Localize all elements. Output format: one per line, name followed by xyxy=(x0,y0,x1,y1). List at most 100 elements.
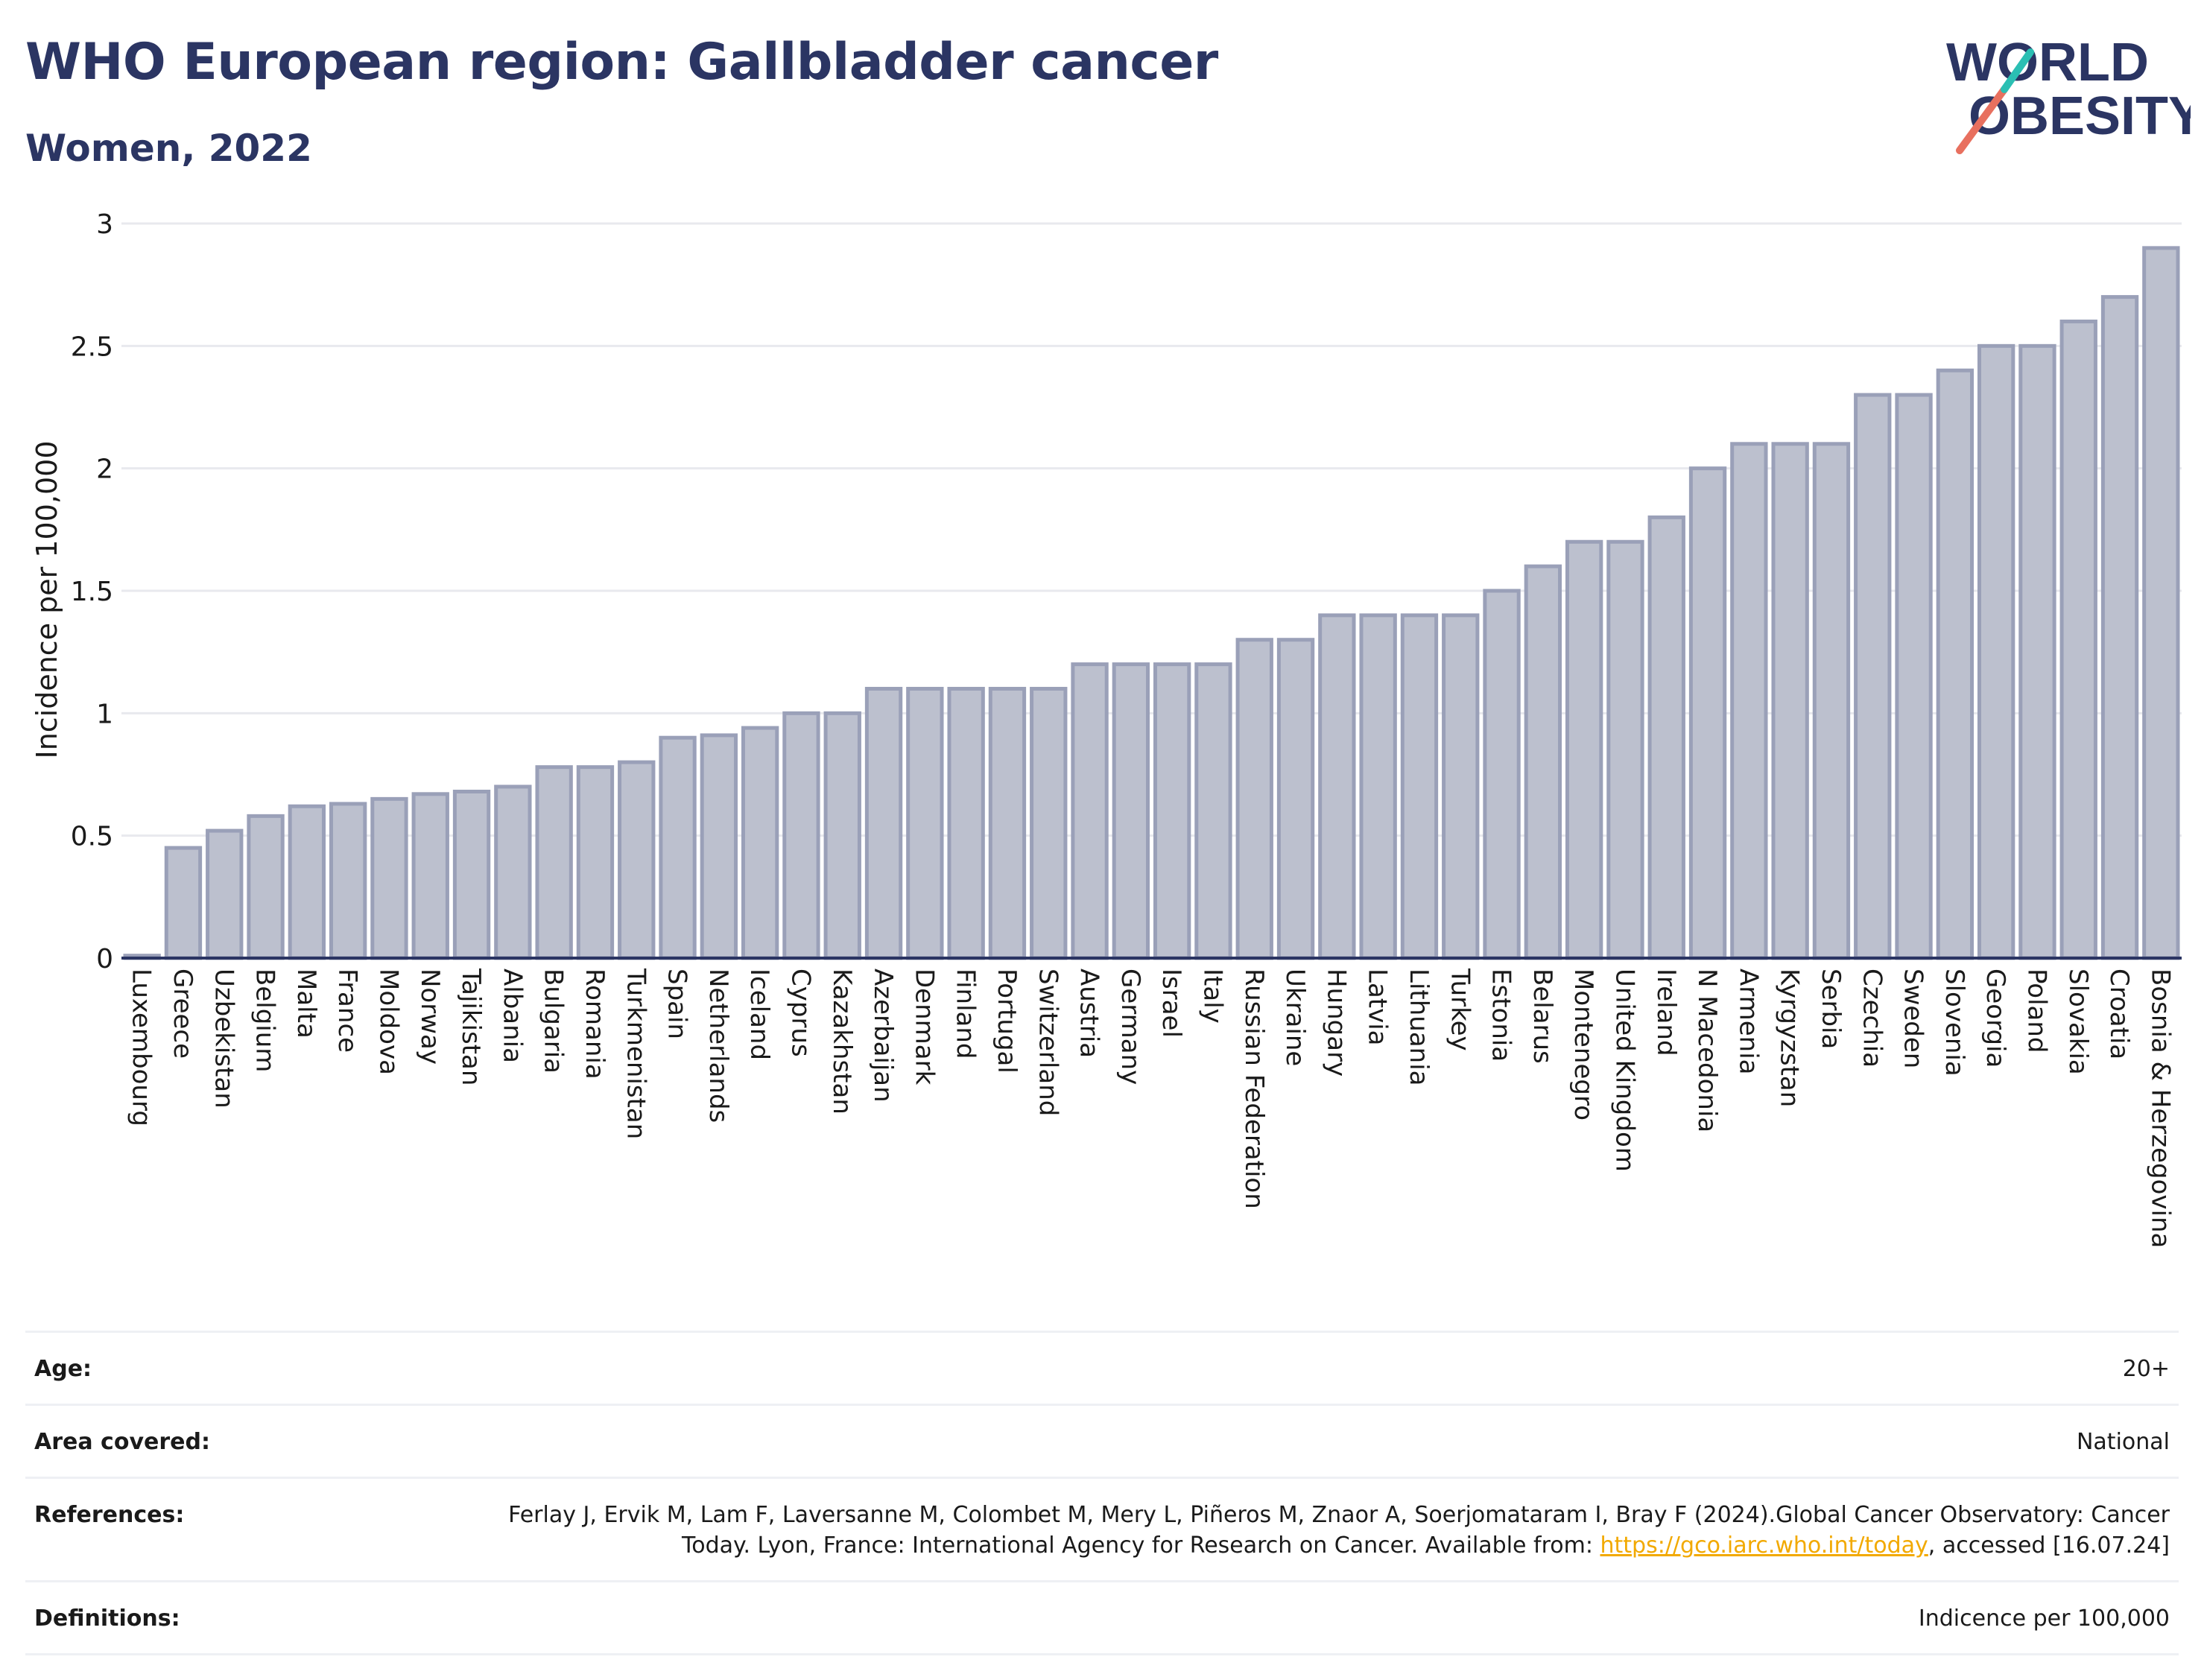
age-value: 20+ xyxy=(2122,1356,2170,1382)
x-tick-label: Austria xyxy=(1074,969,1104,1058)
x-tick-label: Albania xyxy=(497,969,527,1063)
x-axis-ticks: Luxembourg Greece Uzbekistan Belgium Malta Fr… xyxy=(127,968,2176,1248)
bar xyxy=(1400,613,1439,960)
y-tick-label: 1.5 xyxy=(71,577,113,607)
references-label: References: xyxy=(34,1502,185,1528)
info-table: Age: 20+ Area covered: National Referenc… xyxy=(25,1331,2179,1655)
bar xyxy=(1276,638,1315,960)
bar xyxy=(947,686,985,960)
bar xyxy=(1936,368,1975,960)
x-tick-label: Georgia xyxy=(1980,969,2010,1068)
x-tick-label: Portugal xyxy=(992,969,1022,1074)
x-tick-label: Slovenia xyxy=(1939,969,1969,1077)
info-row-references: References: Ferlay J, Ervik M, Lam F, La… xyxy=(25,1479,2179,1582)
x-tick-label: Netherlands xyxy=(703,969,733,1123)
x-tick-label: Bosnia & Herzegovina xyxy=(2145,969,2175,1248)
bar xyxy=(2100,295,2139,960)
x-tick-label: Russian Federation xyxy=(1239,969,1269,1209)
bar xyxy=(1442,613,1480,960)
bar xyxy=(2018,343,2056,960)
bar xyxy=(988,686,1027,960)
bar xyxy=(2059,319,2097,960)
x-tick-label: Greece xyxy=(168,969,197,1059)
bar xyxy=(576,765,615,960)
x-tick-label: Estonia xyxy=(1486,969,1516,1062)
x-tick-label: Belgium xyxy=(250,969,280,1072)
bar xyxy=(1194,662,1232,960)
definitions-value: Indicence per 100,000 xyxy=(1918,1605,2170,1632)
bar xyxy=(864,686,903,960)
x-tick-label: Czechia xyxy=(1857,969,1887,1068)
bar xyxy=(1647,515,1685,960)
bar xyxy=(1235,638,1273,960)
bar xyxy=(1359,613,1397,960)
logo-line-obesity: OBESITY xyxy=(1969,86,2191,146)
x-tick-label: Kyrgyzstan xyxy=(1775,969,1805,1107)
x-tick-label: Tajikistan xyxy=(456,968,486,1085)
y-tick-label: 0 xyxy=(96,944,113,974)
references-value: Ferlay J, Ervik M, Lam F, Laversanne M, … xyxy=(34,1500,2170,1561)
x-tick-label: Armenia xyxy=(1733,969,1763,1075)
bar xyxy=(741,726,779,960)
bar xyxy=(329,802,367,960)
x-tick-label: Moldova xyxy=(373,969,403,1075)
x-tick-label: Luxembourg xyxy=(127,969,156,1126)
x-tick-label: Hungary xyxy=(1321,969,1351,1077)
x-tick-label: Iceland xyxy=(744,969,774,1060)
bar xyxy=(370,796,408,960)
area-label: Area covered: xyxy=(34,1429,210,1455)
bar xyxy=(206,828,244,960)
x-tick-label: Cyprus xyxy=(785,969,815,1057)
x-tick-label: Bulgaria xyxy=(539,969,569,1074)
y-tick-label: 2 xyxy=(96,454,113,485)
x-tick-label: Germany xyxy=(1115,969,1145,1085)
y-axis-label: Incidence per 100,000 xyxy=(31,440,63,758)
bar xyxy=(164,846,203,960)
x-tick-label: Turkey xyxy=(1445,968,1475,1051)
bar xyxy=(1895,393,1933,960)
references-link[interactable]: https://gco.iarc.who.int/today xyxy=(1600,1532,1928,1559)
y-tick-label: 3 xyxy=(96,209,113,240)
bar xyxy=(618,760,656,960)
bar xyxy=(1812,442,1851,960)
x-tick-label: N Macedonia xyxy=(1692,969,1722,1132)
bar xyxy=(700,733,738,960)
definitions-label: Definitions: xyxy=(34,1605,180,1632)
bar xyxy=(1483,589,1521,960)
bar xyxy=(1318,613,1356,960)
bar xyxy=(1606,539,1644,960)
bar xyxy=(1112,662,1150,960)
bars xyxy=(123,246,2180,960)
chart-subtitle: Women, 2022 xyxy=(25,127,312,170)
y-tick-label: 1 xyxy=(96,699,113,729)
x-tick-label: Slovakia xyxy=(2063,969,2093,1075)
x-tick-label: Switzerland xyxy=(1033,969,1063,1116)
x-tick-label: Belarus xyxy=(1527,969,1557,1064)
logo-line-world: WORLD xyxy=(1946,33,2149,92)
bar xyxy=(1854,393,1892,960)
bar xyxy=(452,790,491,960)
references-text-1: Ferlay J, Ervik M, Lam F, Laversanne M, … xyxy=(508,1502,2170,1559)
bar xyxy=(535,765,573,960)
y-axis-ticks: 0 0.5 1 1.5 2 2.5 3 xyxy=(71,209,113,974)
bar xyxy=(1688,466,1727,960)
bar xyxy=(1730,442,1768,960)
x-tick-label: Turkmenistan xyxy=(621,968,650,1139)
bar xyxy=(1565,539,1603,960)
chart-title: WHO European region: Gallbladder cancer xyxy=(25,33,1218,92)
x-tick-label: Sweden xyxy=(1899,969,1928,1068)
y-tick-label: 0.5 xyxy=(71,822,113,852)
x-tick-label: Kazakhstan xyxy=(827,969,857,1115)
y-tick-label: 2.5 xyxy=(71,332,113,362)
world-obesity-logo: WORLD OBESITY xyxy=(1946,33,2191,154)
bar xyxy=(823,711,861,960)
x-tick-label: Lithuania xyxy=(1404,969,1434,1085)
x-tick-label: Romania xyxy=(580,969,609,1080)
x-tick-label: Ireland xyxy=(1651,969,1681,1056)
area-value: National xyxy=(2076,1429,2170,1455)
x-tick-label: Norway xyxy=(415,969,445,1065)
bar xyxy=(1071,662,1109,960)
x-tick-label: Denmark xyxy=(909,969,939,1085)
x-tick-label: Malta xyxy=(291,969,321,1039)
bar xyxy=(1771,442,1809,960)
